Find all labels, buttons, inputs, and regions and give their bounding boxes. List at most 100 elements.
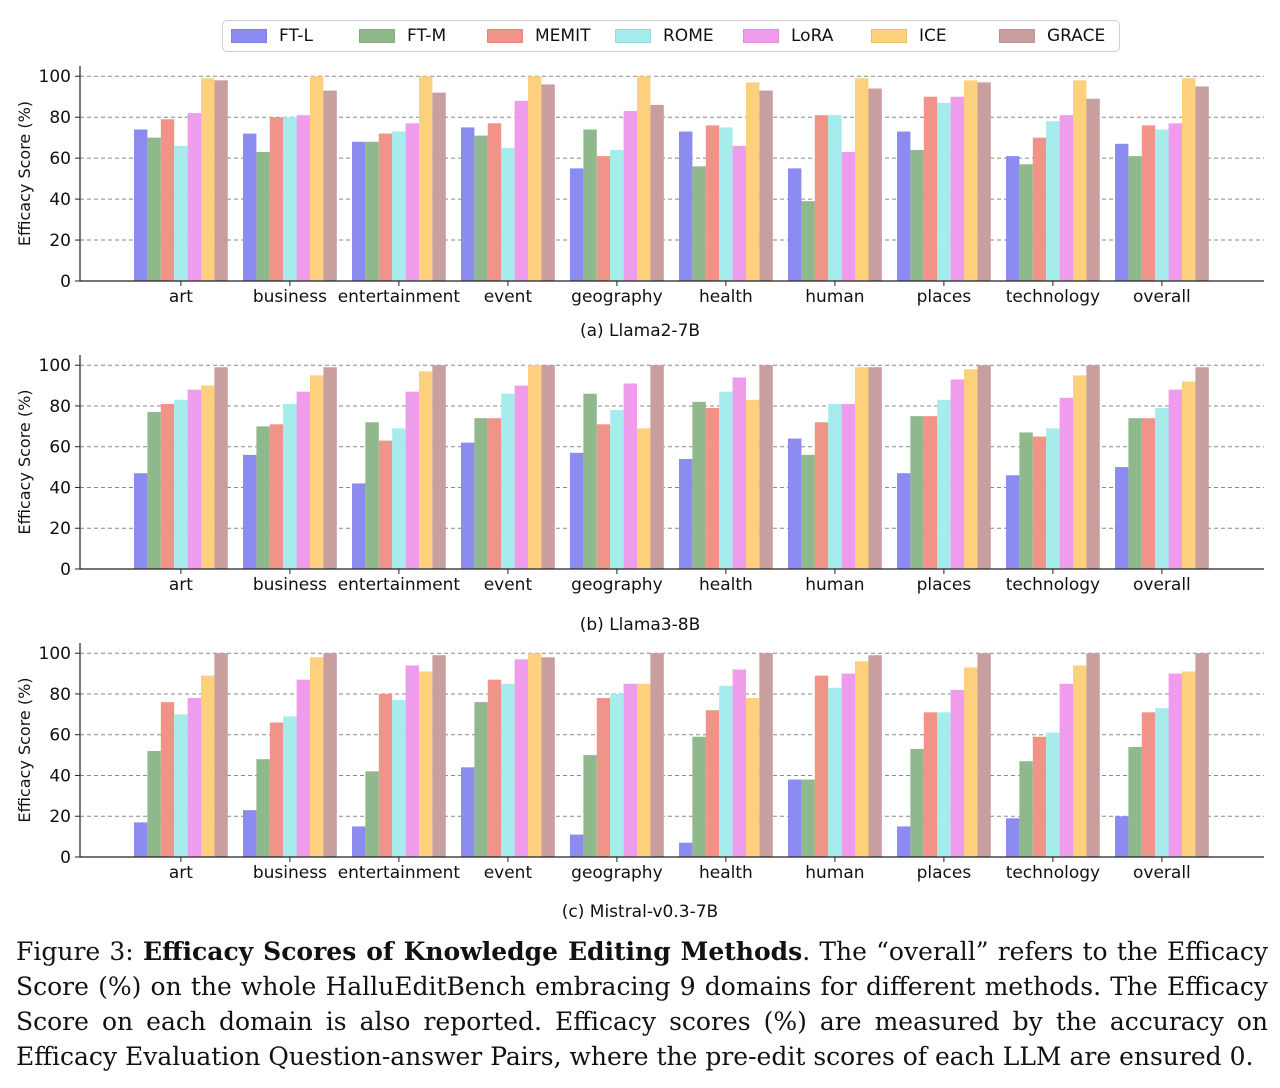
x-tick-label: places <box>917 287 972 307</box>
bar-ft-m-business <box>256 152 270 281</box>
bar-ft-l-places <box>897 473 911 569</box>
bar-memit-art <box>160 119 175 281</box>
bar-rome-entertainment <box>392 131 406 281</box>
bar-ft-l-overall <box>1115 816 1129 857</box>
bar-grace-technology <box>1086 653 1100 857</box>
legend-swatch <box>359 29 395 43</box>
bar-grace-overall <box>1195 86 1209 281</box>
bar-rome-overall <box>1155 129 1169 281</box>
bar-ice-entertainment <box>419 371 433 569</box>
bar-memit-technology <box>1032 137 1047 281</box>
x-tick-label: entertainment <box>338 287 461 307</box>
bar-ft-l-art <box>134 129 148 281</box>
bar-grace-art <box>214 653 228 857</box>
bar-lora-geography <box>623 383 637 569</box>
x-tick-label: overall <box>1133 287 1191 307</box>
bar-memit-health <box>705 407 720 569</box>
bar-lora-places <box>950 96 964 281</box>
bar-memit-art <box>160 702 175 857</box>
bar-rome-entertainment <box>392 428 406 569</box>
x-tick-label: places <box>917 575 972 595</box>
bar-ft-m-geography <box>583 755 597 857</box>
bar-memit-human <box>814 675 829 857</box>
y-tick-label: 60 <box>49 149 71 169</box>
bar-ft-l-human <box>788 168 802 281</box>
y-tick-label: 0 <box>60 272 71 292</box>
x-tick-label: health <box>699 863 753 883</box>
bar-memit-event <box>487 679 502 857</box>
chart-mistral-7b: 0 20 40 60 80 100 art business entertainment even… <box>15 643 1264 922</box>
x-tick-label: human <box>805 863 864 883</box>
bar-lora-art <box>187 389 201 569</box>
bar-memit-art <box>160 403 175 569</box>
bar-ft-m-technology <box>1019 164 1033 281</box>
bar-ice-technology <box>1073 375 1087 569</box>
bar-grace-human <box>868 655 882 857</box>
x-tick-label: technology <box>1006 287 1100 307</box>
bar-lora-business <box>296 115 310 282</box>
y-tick-label: 0 <box>60 560 71 580</box>
bar-ft-m-art <box>147 412 161 569</box>
bar-lora-art <box>187 113 201 281</box>
x-tick-label: business <box>253 575 327 595</box>
bar-rome-event <box>501 393 515 569</box>
bar-lora-entertainment <box>405 665 419 857</box>
bar-ft-m-business <box>256 426 270 569</box>
bar-ft-m-business <box>256 759 270 857</box>
bar-lora-entertainment <box>405 123 419 281</box>
bar-grace-business <box>323 90 337 281</box>
legend-label: FT-M <box>407 26 447 46</box>
bar-ice-geography <box>637 76 651 281</box>
bar-ice-places <box>964 80 978 281</box>
bar-memit-places <box>923 712 938 857</box>
y-tick-label: 100 <box>39 644 71 664</box>
bar-grace-technology <box>1086 365 1100 569</box>
bar-ft-m-entertainment <box>365 771 379 857</box>
y-tick-label: 60 <box>49 726 71 746</box>
bar-rome-health <box>719 391 733 569</box>
bar-rome-business <box>283 716 297 857</box>
bar-grace-art <box>214 80 228 281</box>
legend-swatch <box>487 29 523 43</box>
bar-rome-business <box>283 403 297 569</box>
legend-label: ICE <box>919 26 947 46</box>
x-tick-label: places <box>917 863 972 883</box>
bar-ice-places <box>964 667 978 857</box>
bar-ft-m-overall <box>1128 418 1142 569</box>
bar-ice-overall <box>1182 381 1196 569</box>
bar-memit-entertainment <box>378 693 393 857</box>
bar-lora-places <box>950 379 964 569</box>
subplot-title: (c) Mistral-v0.3-7B <box>562 902 718 922</box>
legend-swatch <box>999 29 1035 43</box>
bar-lora-overall <box>1168 673 1182 857</box>
bar-ft-m-entertainment <box>365 422 379 569</box>
bar-grace-geography <box>650 653 664 857</box>
legend-label: GRACE <box>1047 26 1106 46</box>
bar-ft-m-health <box>692 736 706 857</box>
bar-ice-human <box>855 78 869 282</box>
legend: FT-L FT-M MEMIT ROME LoRA ICE GRACE <box>222 20 1120 52</box>
bar-ice-business <box>310 76 324 281</box>
legend-item-ice: ICE <box>863 21 991 51</box>
bar-memit-places <box>923 96 938 281</box>
y-tick-label: 80 <box>49 397 71 417</box>
bar-ice-art <box>201 78 215 282</box>
x-tick-label: technology <box>1006 863 1100 883</box>
y-tick-label: 40 <box>49 478 71 498</box>
bar-memit-entertainment <box>378 440 393 569</box>
bar-ft-l-art <box>134 473 148 569</box>
bar-ft-l-geography <box>570 452 584 569</box>
bar-rome-technology <box>1046 428 1060 569</box>
bar-ft-l-human <box>788 438 802 569</box>
legend-swatch <box>615 29 651 43</box>
bar-lora-entertainment <box>405 391 419 569</box>
caption-label: Figure 3: <box>16 937 134 966</box>
bar-lora-event <box>514 659 528 857</box>
bar-lora-event <box>514 385 528 569</box>
bar-lora-human <box>841 403 855 569</box>
x-tick-label: health <box>699 287 753 307</box>
bar-grace-health <box>759 653 773 857</box>
bar-memit-health <box>705 710 720 857</box>
bar-rome-technology <box>1046 121 1060 282</box>
bar-rome-art <box>174 399 188 569</box>
